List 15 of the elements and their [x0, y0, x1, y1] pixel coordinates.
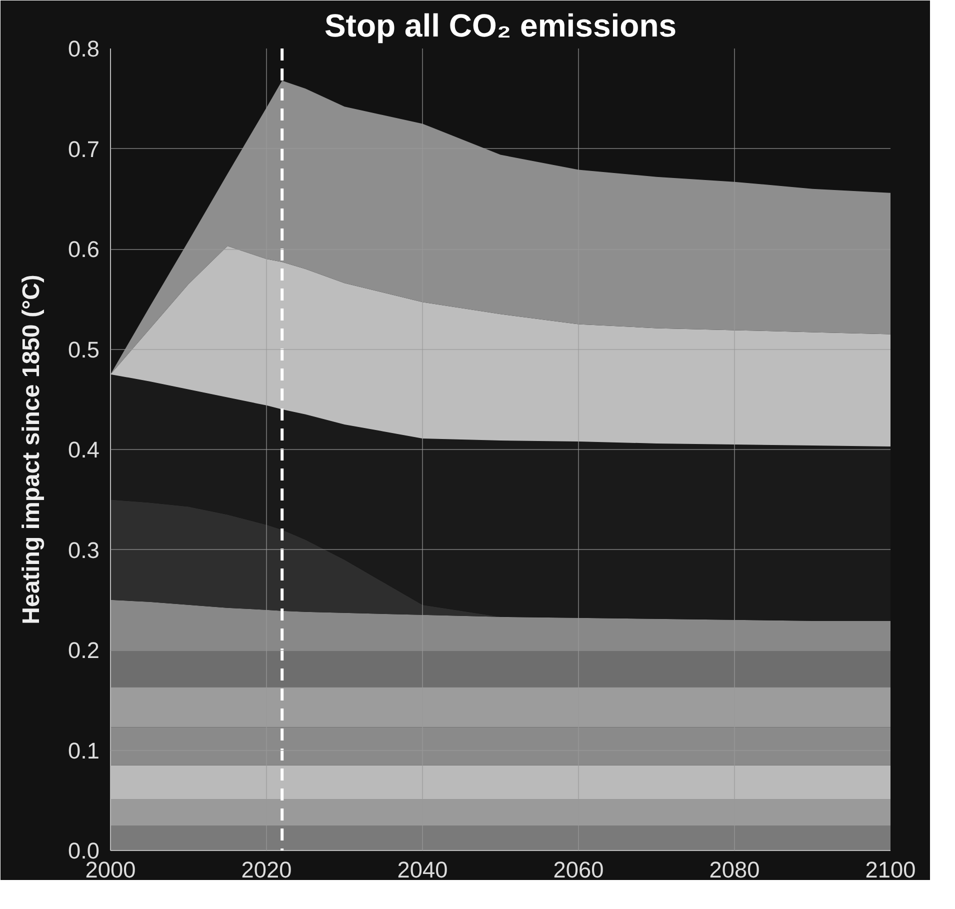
x-tick-label: 2060: [553, 856, 604, 882]
chart-title: Stop all CO₂ emissions: [324, 8, 677, 44]
y-tick-label: 0.8: [68, 36, 100, 62]
x-tick-label: 2100: [865, 856, 916, 882]
y-tick-label: 0.5: [68, 336, 100, 362]
x-tick-label: 2020: [241, 856, 292, 882]
y-tick-label: 0.2: [68, 637, 100, 663]
y-tick-label: 0.6: [68, 236, 100, 262]
x-tick-label: 2080: [709, 856, 760, 882]
y-tick-label: 0.4: [68, 436, 100, 462]
y-tick-label: 0.3: [68, 536, 100, 563]
y-axis-title: Heating impact since 1850 (°C): [18, 274, 46, 624]
y-tick-label: 0.1: [68, 737, 100, 764]
y-tick-label: 0.7: [68, 136, 100, 162]
x-tick-label: 2040: [397, 856, 448, 882]
